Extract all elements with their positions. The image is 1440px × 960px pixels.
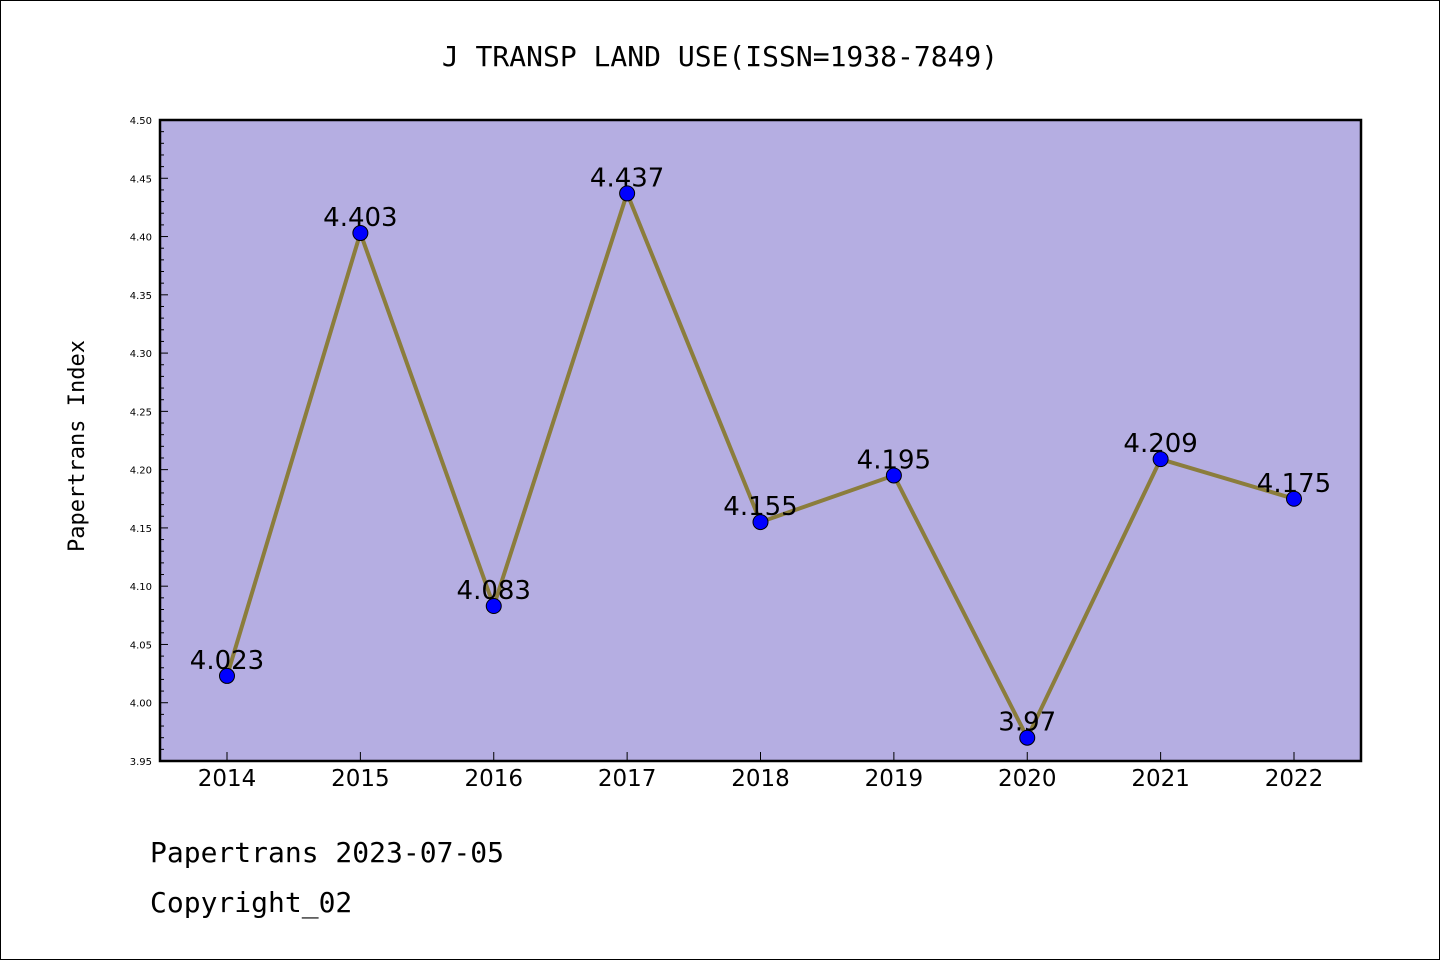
y-tick-label: 4.40 <box>130 233 152 244</box>
x-tick-label: 2021 <box>1131 766 1190 792</box>
x-tick-label: 2019 <box>865 766 924 792</box>
data-point <box>619 185 636 202</box>
plot-border <box>158 118 1363 763</box>
x-tick-label: 2015 <box>331 766 390 792</box>
data-label: 4.023 <box>190 646 264 676</box>
data-label: 4.155 <box>723 492 797 522</box>
y-tick-label: 4.50 <box>130 116 152 127</box>
data-point <box>885 467 902 484</box>
data-label: 4.403 <box>323 203 397 233</box>
data-point <box>352 225 369 242</box>
y-axis: 3.95 4.00 4.05 4.10 4.15 4.20 4.25 4.30 4.35 4.40… <box>130 116 168 768</box>
y-tick-label: 4.25 <box>130 407 152 418</box>
data-point <box>1286 490 1302 507</box>
y-axis-label: Papertrans Index <box>65 340 90 552</box>
y-tick-label: 3.95 <box>130 757 152 768</box>
data-label: 4.437 <box>590 163 664 193</box>
series-group <box>219 185 1302 746</box>
data-label: 4.175 <box>1257 469 1331 499</box>
data-point <box>219 667 235 684</box>
x-tick-label: 2022 <box>1265 766 1324 792</box>
data-label: 4.209 <box>1123 429 1197 459</box>
data-labels: 4.023 4.403 4.083 4.437 4.155 4.195 3.97 4.209 4… <box>190 163 1331 737</box>
x-tick-label: 2014 <box>198 766 257 792</box>
y-tick-label: 4.45 <box>130 174 152 185</box>
y-tick-label: 4.35 <box>130 291 152 302</box>
data-point <box>1152 451 1169 468</box>
data-point <box>485 597 502 614</box>
y-tick-label: 4.05 <box>130 640 152 651</box>
y-tick-label: 4.30 <box>130 349 152 360</box>
x-axis: 2014 2015 2016 2017 2018 2019 2020 2021 2022 <box>198 752 1324 792</box>
x-tick-label: 2016 <box>464 766 523 792</box>
chart-title: J TRANSP LAND USE(ISSN=1938-7849) <box>442 40 998 73</box>
footer-date: Papertrans 2023-07-05 <box>150 836 505 869</box>
x-tick-label: 2017 <box>598 766 657 792</box>
y-tick-label: 4.15 <box>130 524 152 535</box>
x-tick-label: 2018 <box>731 766 790 792</box>
data-point <box>752 514 769 531</box>
data-label: 3.97 <box>998 708 1056 738</box>
footer-copyright: Copyright_02 <box>150 886 353 919</box>
y-tick-label: 4.00 <box>130 699 152 710</box>
data-point <box>1019 729 1036 746</box>
y-tick-label: 4.20 <box>130 466 152 477</box>
x-tick-label: 2020 <box>998 766 1057 792</box>
data-label: 4.195 <box>857 445 931 475</box>
y-tick-label: 4.10 <box>130 582 152 593</box>
data-label: 4.083 <box>457 576 531 606</box>
